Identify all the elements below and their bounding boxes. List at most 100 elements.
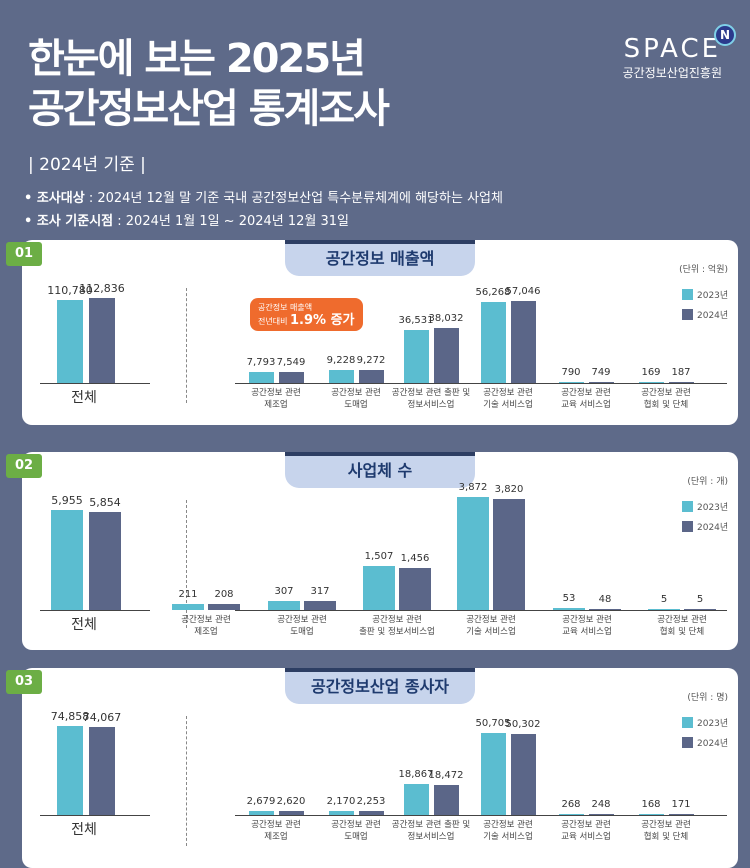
bar-value-label: 211 <box>178 588 198 600</box>
chart-title: 공간정보산업 종사자 <box>285 668 475 704</box>
bar-2024년 <box>493 498 525 610</box>
bar-2024년 <box>668 813 694 815</box>
bar-2024년 <box>208 603 240 610</box>
bar-2024년 <box>588 381 614 383</box>
bar-value-label: 248 <box>591 798 611 810</box>
total-baseline <box>40 610 150 611</box>
category-label: 공간정보 관련 협회 및 단체 <box>641 820 691 842</box>
bar-value-label: 1,507 <box>364 551 394 563</box>
legend-label: 2023년 <box>697 291 729 301</box>
page-title-line1: 한눈에 보는 2025년 <box>28 36 366 82</box>
bar-2024년 <box>510 301 536 383</box>
category-label: 공간정보 관련 협회 및 단체 <box>641 388 691 410</box>
bar-value-label: 57,046 <box>505 286 541 297</box>
total-label: 전체 <box>71 617 97 633</box>
bar-2023년 <box>328 811 354 815</box>
bar-value-label: 2,679 <box>246 795 276 807</box>
legend-item: 2023년 <box>682 500 728 513</box>
legend-label: 2023년 <box>697 503 729 513</box>
category-label: 공간정보 관련 기술 서비스업 <box>483 388 533 410</box>
chart-title: 공간정보 매출액 <box>285 240 475 276</box>
survey-period-label: • 조사 기준시점 <box>24 214 114 229</box>
bar-value-label: 7,793 <box>246 356 276 368</box>
bar-2024년 <box>510 733 536 815</box>
total-baseline <box>40 383 150 384</box>
bar-value-label: 36,531 <box>398 315 434 327</box>
legend-label: 2023년 <box>697 719 729 729</box>
total-value-label: 5,854 <box>89 495 121 509</box>
bar-value-label: 5 <box>660 593 668 605</box>
total-value-label: 112,836 <box>79 282 125 295</box>
bar-2024년 <box>668 381 694 383</box>
bar-value-label: 48 <box>598 593 612 605</box>
bar-value-label: 307 <box>274 586 294 598</box>
category-label: 공간정보 관련 기술 서비스업 <box>483 820 533 842</box>
sales-growth-callout: 공간정보 매출액 전년대비 1.9% 증가 <box>250 298 363 331</box>
legend-swatch <box>682 289 693 300</box>
bar-2023년 <box>328 369 354 383</box>
bar-2023년 <box>558 813 584 815</box>
bar-value-label: 18,867 <box>398 769 434 781</box>
bar-value-label: 9,228 <box>326 354 356 366</box>
bar-2024년 <box>433 785 459 815</box>
chart-baseline <box>235 815 727 816</box>
survey-target: • 조사대상 : 2024년 12월 말 기준 국내 공간정보산업 특수분류체계… <box>24 187 503 206</box>
total-bar-2023 <box>57 299 83 383</box>
bar-value-label: 317 <box>310 585 330 597</box>
category-label: 공간정보 관련 도매업 <box>331 820 381 842</box>
bar-value-label: 38,032 <box>428 313 464 325</box>
total-value-label: 74,067 <box>82 710 122 724</box>
bar-value-label: 50,705 <box>475 718 511 729</box>
chart-baseline <box>235 610 727 611</box>
total-label: 전체 <box>71 822 97 838</box>
category-label: 공간정보 관련 교육 서비스업 <box>561 820 611 842</box>
legend-item: 2023년 <box>682 288 728 301</box>
bar-value-label: 2,170 <box>326 796 356 808</box>
bar-value-label: 3,820 <box>494 483 524 495</box>
category-label: 공간정보 관련 도매업 <box>331 388 381 410</box>
bar-value-label: 2,620 <box>276 795 306 807</box>
legend-label: 2024년 <box>697 739 729 749</box>
bar-2023년 <box>403 330 429 383</box>
total-bar-2024 <box>89 726 115 815</box>
category-label: 공간정보 관련 출판 및 정보서비스업 <box>391 388 471 410</box>
bar-2024년 <box>684 608 716 610</box>
category-label: 공간정보 관련 출판 및 정보서비스업 <box>359 615 435 637</box>
bar-2023년 <box>480 302 506 383</box>
bar-2024년 <box>588 813 614 815</box>
total-label: 전체 <box>71 390 97 406</box>
bar-2023년 <box>553 608 585 610</box>
survey-period-text: : 2024년 1월 1일 ~ 2024년 12월 31일 <box>117 214 350 229</box>
bar-value-label: 3,872 <box>458 482 488 493</box>
bar-2023년 <box>558 381 584 383</box>
legend-swatch <box>682 521 693 532</box>
category-label: 공간정보 관련 출판 및 정보서비스업 <box>391 820 471 842</box>
bar-value-label: 208 <box>214 588 234 600</box>
bar-value-label: 5 <box>696 593 704 605</box>
bar-value-label: 169 <box>641 366 661 378</box>
category-label: 공간정보 관련 교육 서비스업 <box>561 388 611 410</box>
total-value-label: 74,858 <box>50 710 90 723</box>
divider <box>186 716 187 846</box>
bar-2024년 <box>278 372 304 383</box>
survey-target-text: : 2024년 12월 말 기준 국내 공간정보산업 특수분류체계에 해당하는 … <box>88 191 503 206</box>
bar-2024년 <box>433 328 459 383</box>
bar-value-label: 56,268 <box>475 287 511 299</box>
bar-value-label: 790 <box>561 366 581 378</box>
callout-highlight: 1.9% 증가 <box>290 313 355 328</box>
legend-item: 2024년 <box>682 308 728 321</box>
legend-item: 2024년 <box>682 736 728 749</box>
bar-2023년 <box>638 813 664 815</box>
legend-item: 2023년 <box>682 716 728 729</box>
total-bar-2023 <box>57 726 83 815</box>
bar-value-label: 2,253 <box>356 796 386 808</box>
basis-year: | 2024년 기준 | <box>28 155 146 175</box>
callout-line1: 공간정보 매출액 <box>258 303 313 312</box>
bar-2023년 <box>480 733 506 815</box>
section-badge: 01 <box>6 242 42 266</box>
bar-value-label: 7,549 <box>276 357 306 369</box>
bar-2024년 <box>589 608 621 610</box>
category-label: 공간정보 관련 제조업 <box>251 820 301 842</box>
bar-value-label: 1,456 <box>400 552 430 564</box>
logo-mark: N <box>714 24 736 46</box>
